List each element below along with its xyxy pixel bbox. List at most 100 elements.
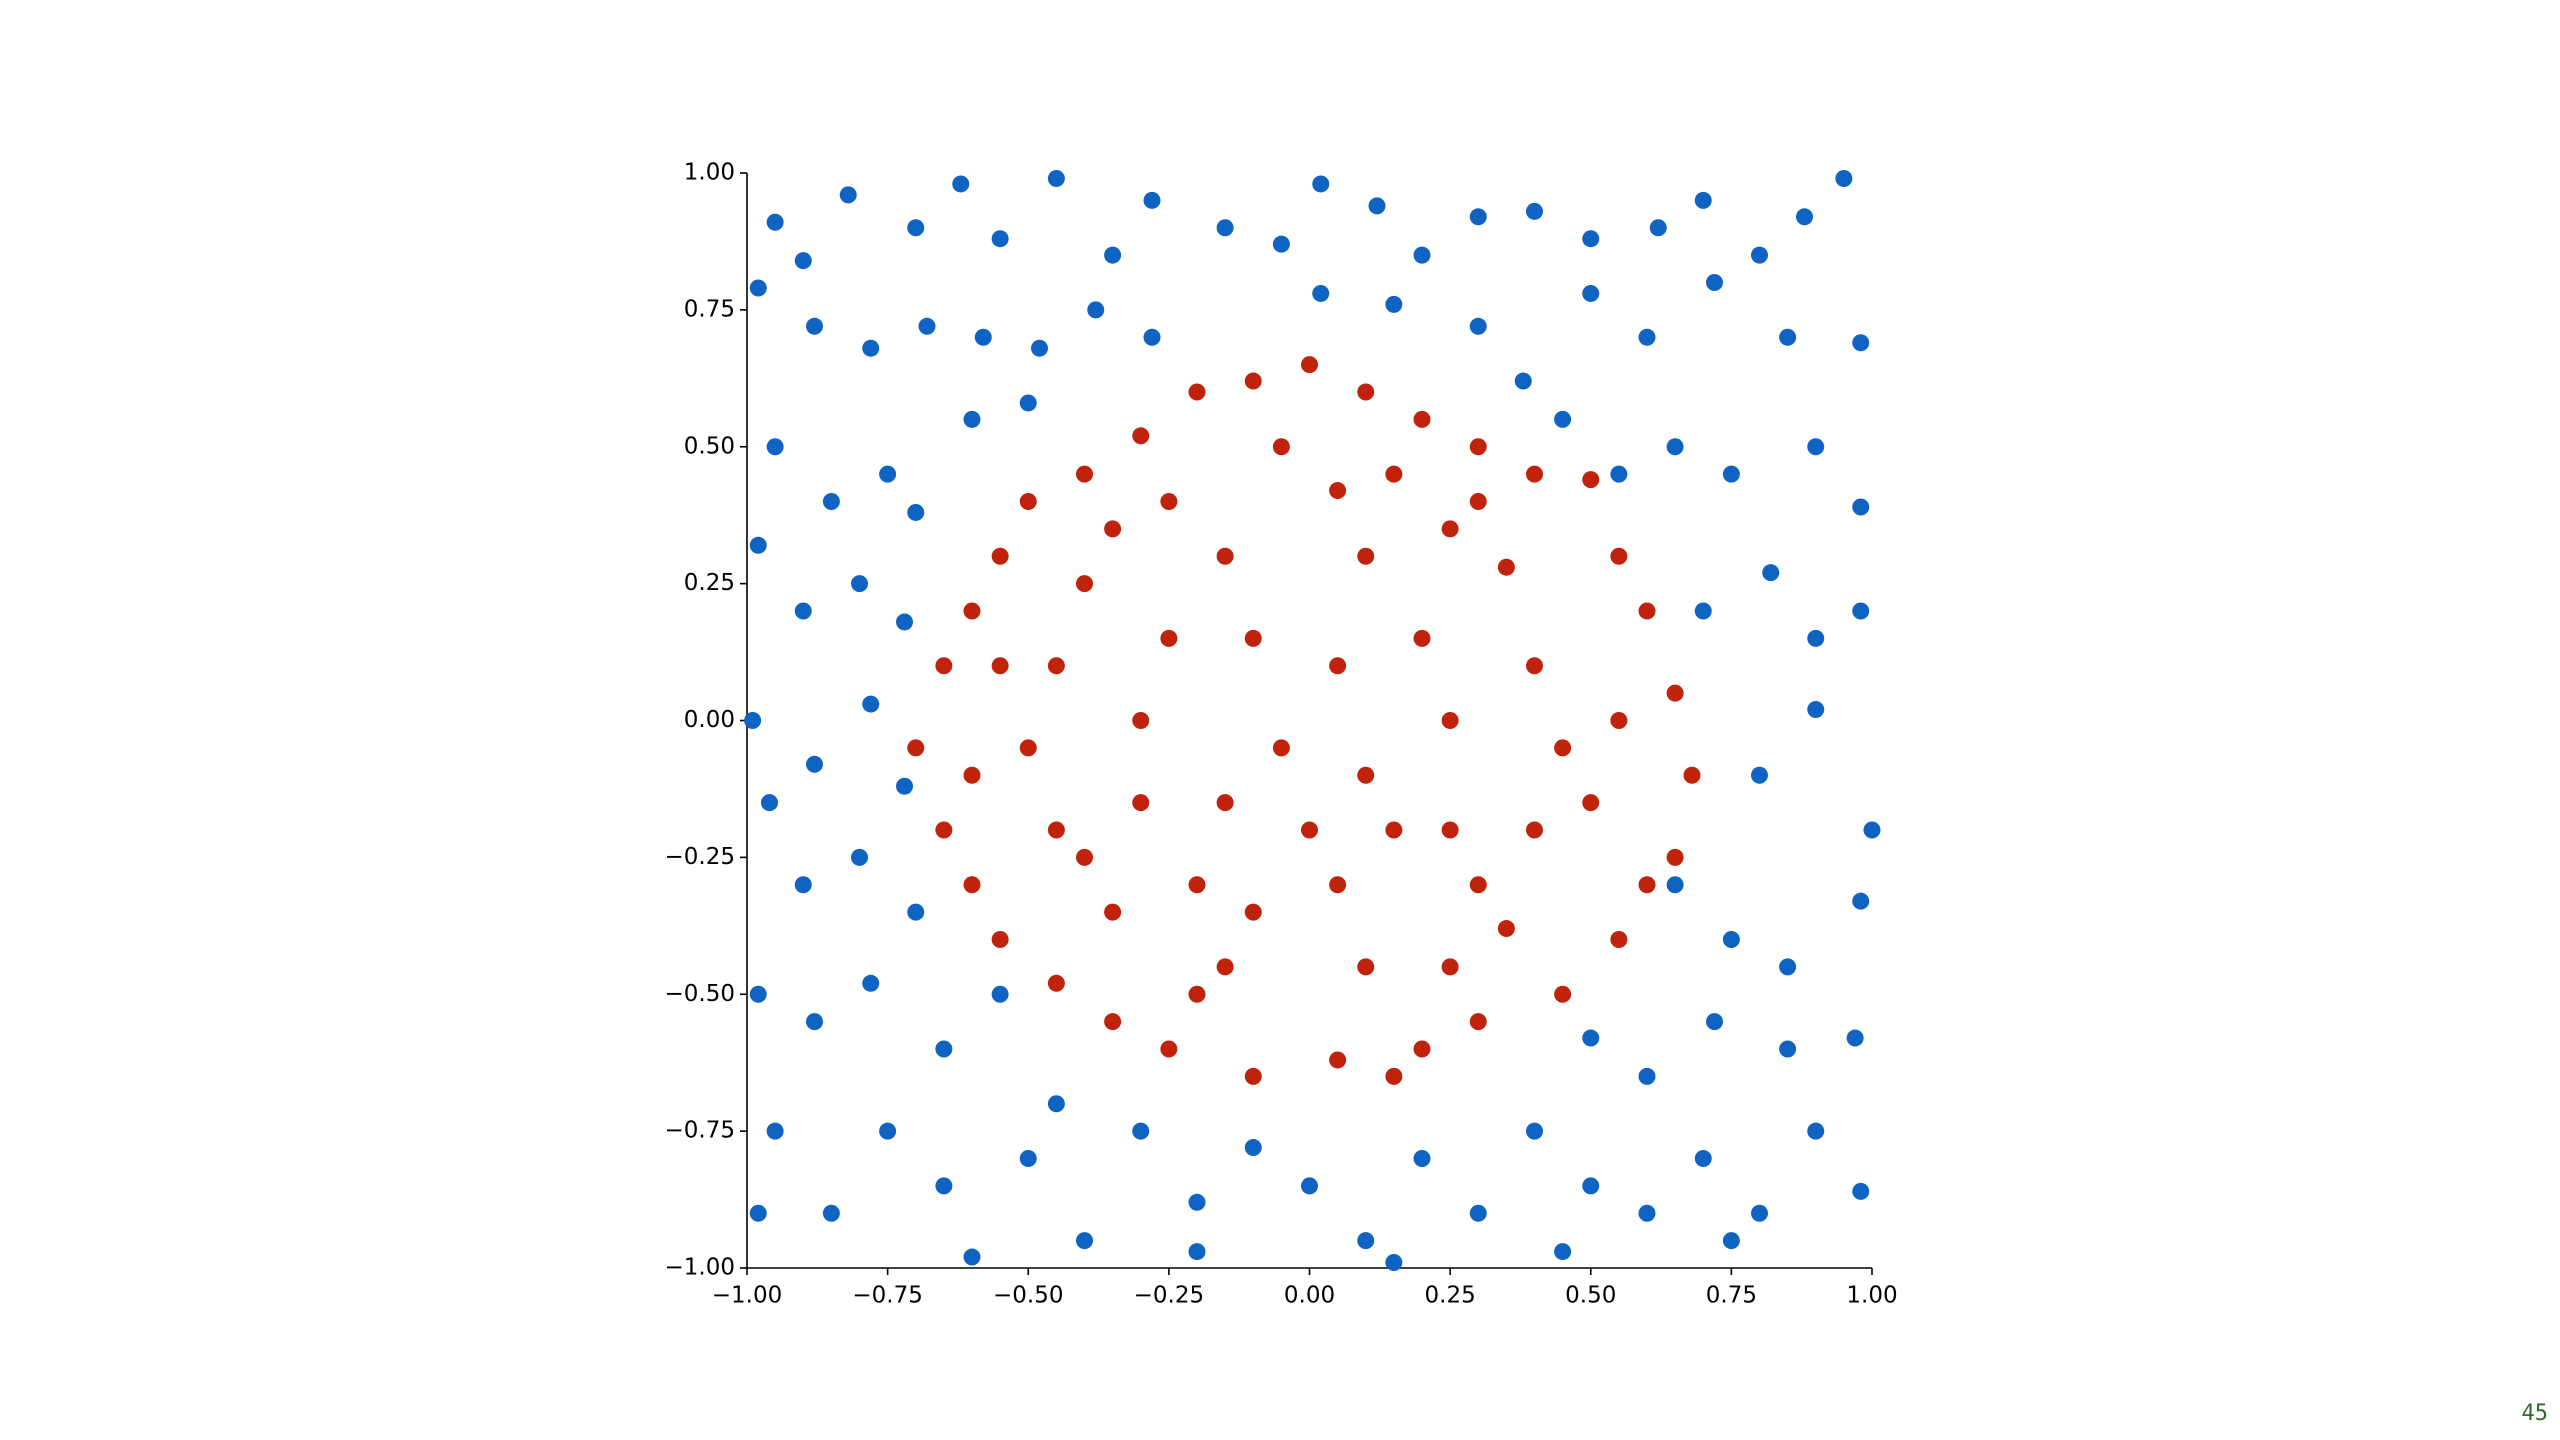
scatter-point [1413, 246, 1431, 264]
scatter-point [851, 575, 868, 593]
scatter-point [1047, 974, 1065, 992]
scatter-point [935, 821, 953, 839]
scatter-point [1441, 712, 1459, 729]
scatter-point [1385, 465, 1403, 483]
scatter-point [1554, 410, 1572, 428]
scatter-point [918, 317, 936, 335]
y-tick-label: 0.75 [684, 296, 735, 322]
x-tick-label: 0.25 [1425, 1283, 1476, 1309]
scatter-point [1329, 482, 1347, 500]
scatter-point [1143, 328, 1161, 346]
y-tick-label: 0.50 [684, 433, 735, 459]
scatter-point [1104, 246, 1122, 264]
scatter-point [1019, 1150, 1037, 1167]
scatter-point [1638, 328, 1656, 346]
scatter-point [1706, 1013, 1723, 1031]
scatter-point [1357, 1232, 1375, 1250]
scatter-point [1188, 1193, 1206, 1211]
scatter-point [1244, 1139, 1262, 1157]
scatter-point [1132, 427, 1150, 445]
page-number: 45 [2522, 1401, 2549, 1426]
scatter-point [1582, 471, 1600, 489]
scatter-point [1087, 301, 1105, 319]
scatter-point [1188, 1243, 1206, 1261]
scatter-point [1312, 175, 1330, 193]
scatter-point [822, 1204, 840, 1222]
scatter-point [1638, 876, 1656, 894]
scatter-point [1526, 202, 1543, 220]
scatter-point [806, 1013, 823, 1031]
scatter-point [806, 755, 823, 773]
x-tick-label: 0.50 [1565, 1283, 1616, 1309]
scatter-point [839, 186, 857, 204]
scatter-point [794, 876, 812, 894]
scatter-point [1385, 1067, 1403, 1085]
scatter-point [1272, 438, 1290, 456]
scatter-point [1469, 1204, 1487, 1222]
scatter-point [1357, 547, 1375, 565]
scatter-point [1610, 931, 1628, 948]
scatter-point [1301, 1177, 1318, 1195]
scatter-point [1497, 558, 1515, 576]
scatter-point [749, 279, 767, 297]
scatter-point [1160, 1040, 1178, 1058]
scatter-point [1076, 848, 1093, 866]
scatter-point [794, 252, 812, 270]
scatter-point [1244, 1067, 1262, 1085]
scatter-point [1582, 284, 1600, 302]
scatter-point [1582, 230, 1600, 248]
scatter-point [1610, 465, 1628, 483]
x-tick-label: −0.75 [852, 1283, 922, 1309]
scatter-point [1413, 1150, 1431, 1167]
scatter-point [1244, 903, 1262, 921]
scatter-point [1582, 794, 1600, 812]
scatter-point [1722, 465, 1740, 483]
scatter-point [974, 328, 992, 346]
scatter-point [1469, 208, 1487, 226]
y-tick-label: −0.50 [665, 981, 735, 1007]
scatter-point [1554, 985, 1572, 1003]
scatter-point [1807, 629, 1825, 647]
scatter-point [935, 1040, 953, 1058]
scatter-point [1852, 602, 1870, 620]
scatter-point [1441, 520, 1459, 538]
y-tick-label: −0.25 [665, 844, 735, 870]
scatter-point [879, 1122, 897, 1140]
y-tick-label: 0.00 [684, 707, 735, 733]
scatter-point [1469, 493, 1487, 510]
scatter-point [1244, 629, 1262, 647]
scatter-point [1357, 766, 1375, 784]
scatter-point [1104, 520, 1122, 538]
scatter-point [1160, 493, 1178, 510]
scatter-point [1751, 246, 1768, 264]
scatter-point [862, 695, 880, 713]
scatter-point [1582, 1029, 1600, 1047]
scatter-point [1666, 438, 1684, 456]
scatter-point [1160, 629, 1178, 647]
scatter-point [1272, 235, 1290, 253]
scatter-point [1413, 1040, 1431, 1058]
scatter-point [1469, 438, 1487, 456]
scatter-point [1722, 1232, 1740, 1250]
scatter-point [1244, 372, 1262, 390]
scatter-point [1722, 931, 1740, 948]
scatter-point [1526, 465, 1543, 483]
scatter-point [1301, 356, 1318, 374]
scatter-point [1216, 794, 1234, 812]
scatter-point [1526, 821, 1543, 839]
scatter-point [879, 465, 897, 483]
scatter-point [1683, 766, 1701, 784]
scatter-point [1852, 498, 1870, 516]
scatter-point [1329, 876, 1347, 894]
scatter-point [1132, 794, 1150, 812]
scatter-point [1188, 383, 1206, 401]
scatter-point [744, 712, 762, 729]
scatter-point [1526, 1122, 1543, 1140]
scatter-point [1807, 701, 1825, 719]
scatter-point [1019, 394, 1037, 412]
scatter-point [1047, 821, 1065, 839]
scatter-point [1329, 657, 1347, 675]
scatter-point [907, 219, 925, 237]
scatter-point [963, 1248, 981, 1266]
scatter-point [1188, 876, 1206, 894]
